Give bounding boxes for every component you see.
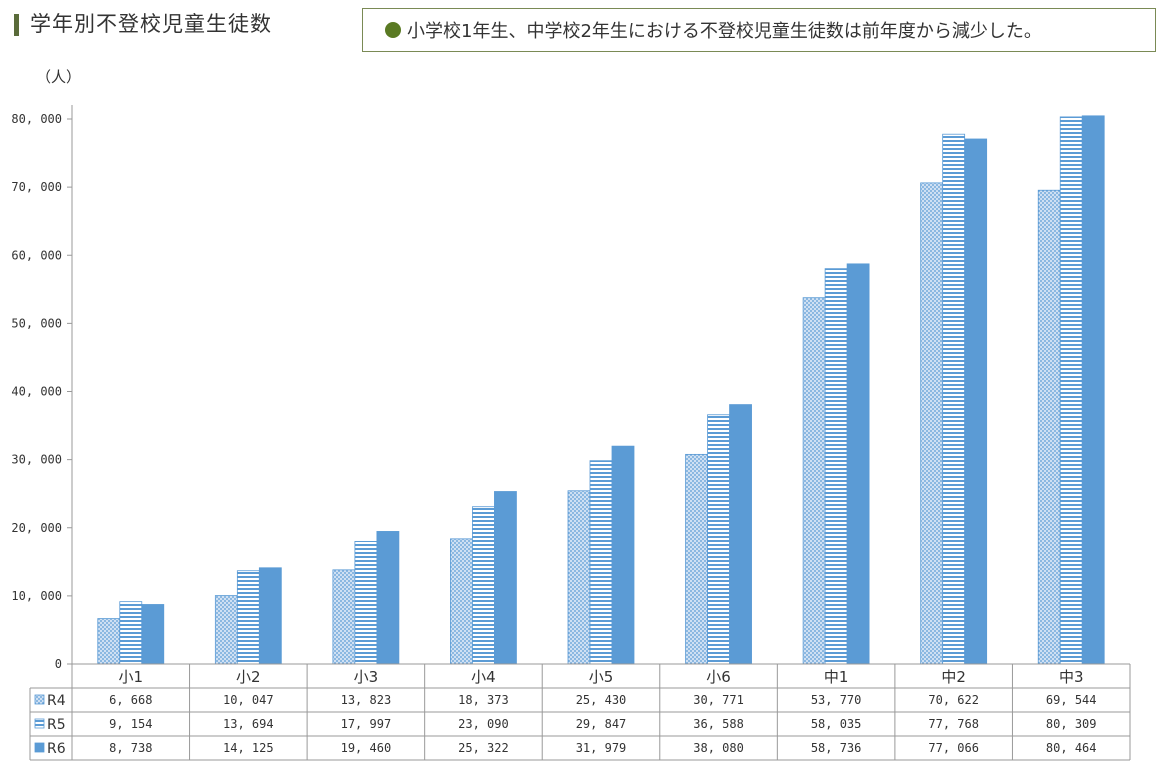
bar-R4-小3	[332, 569, 356, 665]
plot-area: 0 10, 000 20, 000 30, 000 40, 000 50, 000 60, …	[11, 105, 1105, 671]
y-tick-label: 80, 000	[11, 112, 62, 126]
bar-R5-小1	[119, 601, 143, 665]
page-title: 学年別不登校児童生徒数	[30, 12, 272, 36]
data-label: 9, 154	[109, 717, 152, 731]
data-label: 77, 066	[928, 741, 979, 755]
category-label: 中2	[941, 668, 966, 686]
bar-R4-小1	[97, 618, 121, 665]
data-label: 25, 322	[458, 741, 509, 755]
bar-R6-中2	[964, 138, 988, 665]
data-label: 6, 668	[109, 693, 152, 707]
legend-label: R6	[47, 741, 66, 757]
y-tick-label: 20, 000	[11, 521, 62, 535]
bar-R4-小2	[214, 595, 238, 665]
category-label: 小1	[119, 668, 144, 686]
y-tick-label: 10, 000	[11, 589, 62, 603]
bar-R4-中2	[920, 182, 944, 665]
bar-R6-小6	[729, 404, 752, 665]
legend-swatch-R4	[34, 694, 45, 705]
y-tick-label: 60, 000	[11, 248, 62, 262]
data-label: 80, 464	[1046, 741, 1097, 755]
data-table: 小1 小2 小3 小4 小5 小6 中1 中2 中3 R4 6, 668 10, 047 13, 823…	[29, 663, 1131, 761]
y-tick-label: 40, 000	[11, 385, 62, 399]
data-label: 13, 823	[341, 693, 392, 707]
data-label: 30, 771	[693, 693, 744, 707]
bullet-icon	[385, 22, 401, 38]
bar-R4-中1	[802, 297, 826, 665]
data-label: 17, 997	[341, 717, 392, 731]
data-label: 69, 544	[1046, 693, 1097, 707]
bar-R5-小6	[707, 414, 730, 665]
data-label: 25, 430	[576, 693, 627, 707]
category-label: 小2	[236, 668, 261, 686]
bar-R4-小6	[685, 453, 708, 665]
bar-R4-中3	[1037, 189, 1061, 665]
data-label: 19, 460	[341, 741, 392, 755]
category-label: 小4	[471, 668, 496, 686]
bar-R6-小4	[494, 491, 517, 665]
bar-R5-小4	[472, 506, 495, 665]
data-label: 14, 125	[223, 741, 274, 755]
y-axis-unit: （人）	[36, 68, 82, 86]
category-label: 小6	[706, 668, 731, 686]
summary-note: 小学校1年生、中学校2年生における不登校児童生徒数は前年度から減少した。	[362, 8, 1156, 52]
y-tick-label: 50, 000	[11, 316, 62, 330]
legend-label: R4	[47, 693, 66, 709]
data-label: 10, 047	[223, 693, 274, 707]
data-label: 58, 035	[811, 717, 862, 731]
y-tick-label: 0	[55, 657, 62, 671]
legend-swatch-R6	[34, 742, 45, 753]
category-label: 小5	[589, 668, 614, 686]
summary-note-text: 小学校1年生、中学校2年生における不登校児童生徒数は前年度から減少した。	[407, 21, 1042, 42]
data-label: 31, 979	[576, 741, 627, 755]
bar-R6-中1	[846, 263, 870, 665]
bar-R5-小5	[589, 460, 613, 665]
bar-R5-中2	[942, 133, 966, 665]
bar-R6-小3	[376, 531, 400, 665]
legend-swatch-R5	[34, 718, 45, 729]
data-label: 13, 694	[223, 717, 274, 731]
data-label: 23, 090	[458, 717, 509, 731]
data-label: 29, 847	[576, 717, 627, 731]
data-label: 70, 622	[928, 693, 979, 707]
data-label: 38, 080	[693, 741, 744, 755]
bar-R6-小5	[611, 445, 635, 665]
data-label: 53, 770	[811, 693, 862, 707]
bar-R4-小4	[450, 538, 473, 665]
bar-R5-中3	[1059, 116, 1083, 665]
title-accent-bar	[14, 14, 19, 36]
legend-label: R5	[47, 717, 66, 733]
category-label: 小3	[354, 668, 379, 686]
data-label: 80, 309	[1046, 717, 1097, 731]
y-tick-label: 30, 000	[11, 453, 62, 467]
bar-R5-中1	[824, 268, 848, 665]
bar-R4-小5	[567, 490, 591, 665]
bar-R5-小3	[354, 540, 378, 665]
category-label: 中1	[824, 668, 849, 686]
bar-R5-小2	[236, 570, 260, 665]
bar-R6-小2	[258, 567, 282, 665]
data-label: 77, 768	[928, 717, 979, 731]
category-label: 中3	[1059, 668, 1084, 686]
bar-R6-中3	[1081, 115, 1105, 665]
data-label: 58, 736	[811, 741, 862, 755]
data-label: 18, 373	[458, 693, 509, 707]
data-label: 8, 738	[109, 741, 152, 755]
y-tick-label: 70, 000	[11, 180, 62, 194]
bar-R6-小1	[141, 604, 165, 665]
data-label: 36, 588	[693, 717, 744, 731]
